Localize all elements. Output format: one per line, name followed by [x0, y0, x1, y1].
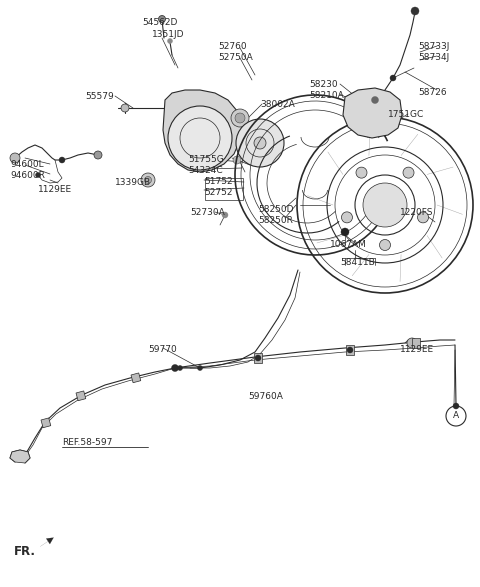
Circle shape — [141, 173, 155, 187]
Text: 52730A: 52730A — [190, 208, 225, 217]
Text: A: A — [453, 411, 459, 420]
Text: 58733J: 58733J — [418, 42, 449, 51]
Bar — [41, 418, 51, 428]
Circle shape — [235, 113, 245, 123]
Circle shape — [94, 151, 102, 159]
Text: 54562D: 54562D — [142, 18, 178, 27]
PathPatch shape — [343, 88, 402, 138]
Circle shape — [171, 365, 179, 372]
Circle shape — [168, 39, 172, 43]
Circle shape — [341, 228, 349, 236]
Text: 1351JD: 1351JD — [152, 30, 184, 39]
Circle shape — [372, 96, 379, 103]
Bar — [412, 338, 420, 348]
Text: 55579: 55579 — [85, 92, 114, 101]
Text: 52760: 52760 — [218, 42, 247, 51]
Text: 38002A: 38002A — [260, 100, 295, 109]
Circle shape — [233, 156, 241, 164]
Circle shape — [254, 137, 266, 149]
Text: FR.: FR. — [14, 545, 36, 558]
Text: 1339GB: 1339GB — [115, 178, 151, 187]
Text: 54324C: 54324C — [188, 166, 223, 175]
Text: 52750A: 52750A — [218, 53, 253, 62]
Text: 52752: 52752 — [204, 188, 232, 197]
Text: 58230: 58230 — [309, 80, 337, 89]
Circle shape — [453, 403, 459, 409]
Text: 1067AM: 1067AM — [330, 240, 367, 249]
Circle shape — [380, 239, 391, 251]
Circle shape — [121, 104, 129, 112]
Text: 59770: 59770 — [148, 345, 177, 354]
PathPatch shape — [163, 90, 242, 172]
Text: 51752: 51752 — [204, 177, 233, 186]
Bar — [254, 353, 262, 363]
Circle shape — [222, 212, 228, 218]
Text: 58250D: 58250D — [258, 205, 293, 214]
Circle shape — [390, 75, 396, 81]
Bar — [131, 373, 141, 383]
Circle shape — [255, 355, 261, 361]
Circle shape — [363, 183, 407, 227]
Text: 1220FS: 1220FS — [400, 208, 433, 217]
Bar — [346, 345, 354, 355]
Text: 59760A: 59760A — [248, 392, 283, 401]
Circle shape — [341, 212, 352, 223]
Bar — [76, 391, 86, 401]
Circle shape — [411, 7, 419, 15]
Text: 1751GC: 1751GC — [388, 110, 424, 119]
Circle shape — [36, 173, 40, 177]
Circle shape — [168, 106, 232, 170]
Circle shape — [356, 167, 367, 178]
Polygon shape — [10, 450, 30, 463]
Text: 58250R: 58250R — [258, 216, 293, 225]
Circle shape — [403, 167, 414, 178]
Circle shape — [158, 15, 166, 22]
Text: 1129EE: 1129EE — [38, 185, 72, 194]
Text: 51755G: 51755G — [188, 155, 224, 164]
Text: 58210A: 58210A — [309, 91, 344, 100]
Text: 94600L: 94600L — [10, 160, 44, 169]
Text: 1129EE: 1129EE — [400, 345, 434, 354]
Circle shape — [236, 119, 284, 167]
Text: 58726: 58726 — [418, 88, 446, 97]
Text: 58734J: 58734J — [418, 53, 449, 62]
Circle shape — [144, 177, 152, 184]
Circle shape — [10, 153, 20, 163]
Text: 58411B: 58411B — [340, 258, 375, 267]
Circle shape — [347, 347, 353, 353]
Circle shape — [418, 212, 429, 223]
Text: REF.58-597: REF.58-597 — [62, 438, 112, 447]
Circle shape — [231, 109, 249, 127]
Circle shape — [178, 366, 182, 370]
Circle shape — [407, 338, 417, 348]
Circle shape — [197, 366, 203, 370]
Bar — [205, 178, 243, 200]
Text: 94600R: 94600R — [10, 171, 45, 180]
Circle shape — [59, 157, 65, 163]
